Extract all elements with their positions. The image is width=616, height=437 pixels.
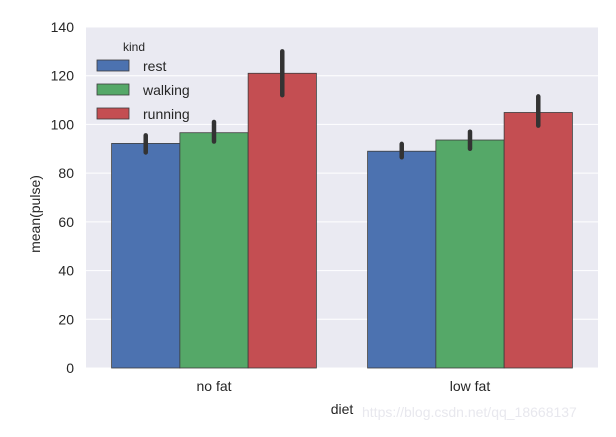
legend-label-walking: walking xyxy=(142,82,190,98)
y-axis-label: mean(pulse) xyxy=(27,175,43,253)
error-bars xyxy=(143,49,541,160)
x-tick-label-low-fat: low fat xyxy=(450,378,491,394)
bar-rest-low-fat xyxy=(367,150,437,369)
legend-swatch-walking xyxy=(96,83,130,96)
bar-walking-low-fat xyxy=(435,139,505,369)
y-tick-labels: 0 20 40 60 80 100 120 140 xyxy=(51,19,75,376)
y-tick-label-80: 80 xyxy=(58,165,74,181)
y-tick-label-120: 120 xyxy=(51,68,75,84)
y-tick-label-100: 100 xyxy=(51,116,75,132)
bar-rest-no-fat xyxy=(111,143,181,369)
bars xyxy=(111,72,573,369)
legend: kind rest walking running xyxy=(96,40,190,122)
legend-label-rest: rest xyxy=(143,58,166,74)
y-tick-label-60: 60 xyxy=(58,214,74,230)
legend-swatch-running xyxy=(96,107,130,120)
y-tick-label-40: 40 xyxy=(58,263,74,279)
legend-title: kind xyxy=(123,40,145,54)
x-tick-labels: no fat low fat xyxy=(196,378,490,394)
x-tick-label-no-fat: no fat xyxy=(196,378,231,394)
bar-running-no-fat xyxy=(247,72,317,369)
bar-walking-no-fat xyxy=(179,132,249,369)
watermark: https://blog.csdn.net/qq_18668137 xyxy=(362,404,577,420)
y-tick-label-0: 0 xyxy=(66,360,74,376)
legend-swatch-rest xyxy=(96,59,130,72)
y-tick-label-20: 20 xyxy=(58,311,74,327)
y-tick-label-140: 140 xyxy=(51,19,75,35)
x-axis-label: diet xyxy=(331,401,354,417)
legend-label-running: running xyxy=(143,106,190,122)
bar-running-low-fat xyxy=(503,112,573,369)
